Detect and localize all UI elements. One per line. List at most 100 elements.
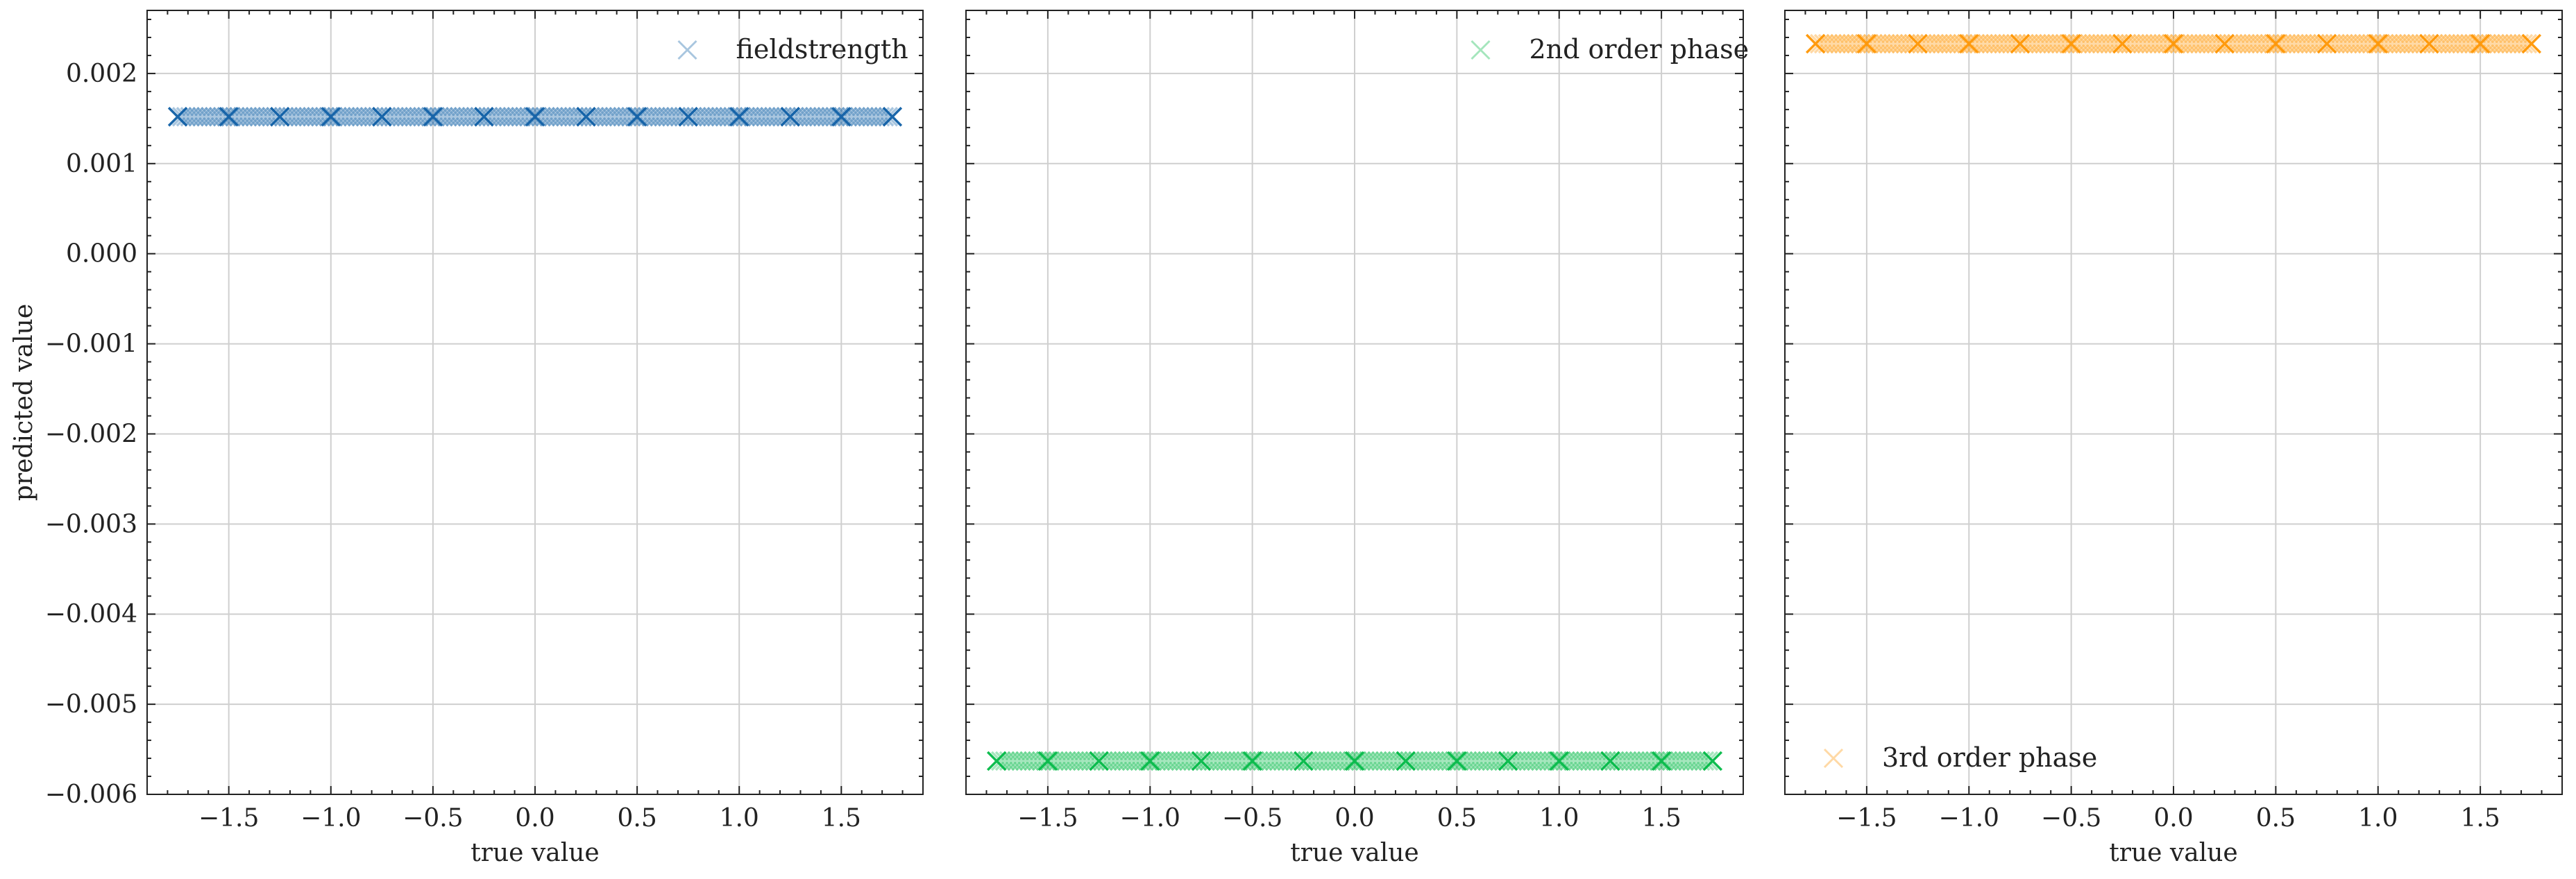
data-point xyxy=(625,107,645,127)
data-point xyxy=(604,107,625,127)
data-point xyxy=(2476,33,2497,54)
data-point xyxy=(2387,33,2407,54)
data-point xyxy=(2497,33,2517,54)
data-point xyxy=(1584,751,1604,771)
data-point xyxy=(1208,751,1228,771)
x-tick-label: 1.5 xyxy=(2460,804,2500,833)
subplot-2: −1.5 −1.0 −0.5 0.0 0.5 1.0 1.5 true value 2nd or… xyxy=(965,10,1749,867)
data-point xyxy=(2276,33,2296,54)
data-point xyxy=(331,107,351,127)
data-point xyxy=(535,107,555,127)
data-point xyxy=(466,107,486,127)
data-point xyxy=(2448,33,2468,54)
data-point xyxy=(2061,33,2081,54)
data-point xyxy=(388,107,409,127)
data-point xyxy=(2288,33,2309,54)
data-point xyxy=(2190,33,2210,54)
subplot-3: −1.5 −1.0 −0.5 0.0 0.5 1.0 1.5 true value 3rd or… xyxy=(1784,10,2563,867)
data-point xyxy=(752,107,772,127)
data-point xyxy=(1350,751,1371,771)
data-point xyxy=(1253,751,1273,771)
data-point xyxy=(1085,751,1105,771)
data-point xyxy=(319,107,339,127)
data-point xyxy=(1232,751,1253,771)
data-point xyxy=(2464,33,2484,54)
data-point xyxy=(2145,33,2165,54)
data-point xyxy=(1044,751,1064,771)
data-point xyxy=(1960,33,1981,54)
data-point xyxy=(1375,751,1396,771)
data-point xyxy=(719,107,739,127)
data-point xyxy=(1482,751,1502,771)
y-tick-label: −0.004 xyxy=(45,600,137,629)
x-tick-label: 1.0 xyxy=(2358,804,2398,833)
data-point xyxy=(1003,751,1024,771)
data-point xyxy=(323,107,343,127)
data-point xyxy=(1649,751,1670,771)
data-point xyxy=(494,107,515,127)
data-point xyxy=(1826,33,1846,54)
data-point xyxy=(1990,33,2010,54)
data-point xyxy=(1879,33,1899,54)
data-point xyxy=(1629,751,1649,771)
data-point xyxy=(1620,751,1641,771)
data-point xyxy=(621,107,641,127)
data-point xyxy=(1297,751,1318,771)
data-point xyxy=(874,107,895,127)
data-point xyxy=(1449,751,1469,771)
data-point xyxy=(2182,33,2202,54)
data-point xyxy=(1219,751,1240,771)
data-point xyxy=(2038,33,2059,54)
legend: fieldstrength xyxy=(677,34,908,65)
data-point xyxy=(2214,33,2235,54)
data-point xyxy=(2284,33,2305,54)
data-point xyxy=(539,107,559,127)
data-point xyxy=(2010,33,2031,54)
data-point xyxy=(2423,33,2443,54)
data-point xyxy=(711,107,731,127)
data-point xyxy=(2198,33,2219,54)
data-point xyxy=(1887,33,1908,54)
data-point xyxy=(429,107,449,127)
data-point xyxy=(1228,751,1248,771)
data-point xyxy=(2489,33,2509,54)
data-point xyxy=(290,107,310,127)
data-point xyxy=(2493,33,2513,54)
data-point xyxy=(784,107,804,127)
series-2nd-order-phase xyxy=(986,751,1723,771)
data-point xyxy=(1068,751,1089,771)
data-point xyxy=(421,107,441,127)
legend-marker xyxy=(677,40,697,60)
data-point xyxy=(1928,33,1949,54)
data-point xyxy=(2292,33,2312,54)
data-point xyxy=(1040,751,1060,771)
data-point xyxy=(1191,751,1212,771)
data-point xyxy=(1936,33,1957,54)
data-point xyxy=(2349,33,2370,54)
data-point xyxy=(1130,751,1150,771)
data-point xyxy=(2137,33,2157,54)
data-point xyxy=(2067,33,2087,54)
data-point xyxy=(837,107,858,127)
data-point xyxy=(2415,33,2435,54)
data-point xyxy=(2251,33,2271,54)
data-point xyxy=(670,107,690,127)
data-point xyxy=(686,107,706,127)
data-point xyxy=(739,107,760,127)
data-point xyxy=(1387,751,1408,771)
data-point xyxy=(1260,751,1281,771)
data-point xyxy=(221,107,241,127)
data-point xyxy=(1702,751,1723,771)
data-point xyxy=(1805,33,1826,54)
series-3rd-order-phase xyxy=(1805,33,2542,54)
data-point xyxy=(2169,33,2190,54)
data-point xyxy=(1940,33,1960,54)
data-point xyxy=(1924,33,1944,54)
data-point xyxy=(1543,751,1564,771)
data-point xyxy=(2194,33,2214,54)
data-point xyxy=(1502,751,1523,771)
data-point xyxy=(1674,751,1694,771)
data-point xyxy=(1199,751,1219,771)
data-point xyxy=(2223,33,2243,54)
data-point xyxy=(543,107,564,127)
